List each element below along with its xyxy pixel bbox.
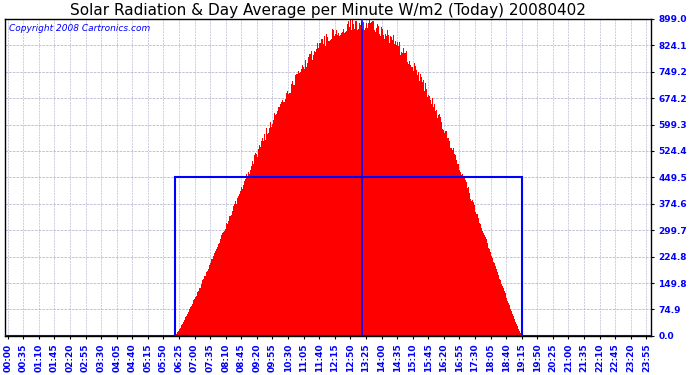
Text: Copyright 2008 Cartronics.com: Copyright 2008 Cartronics.com [9,24,150,33]
Bar [175,177,522,336]
Title: Solar Radiation & Day Average per Minute W/m2 (Today) 20080402: Solar Radiation & Day Average per Minute… [70,3,586,18]
